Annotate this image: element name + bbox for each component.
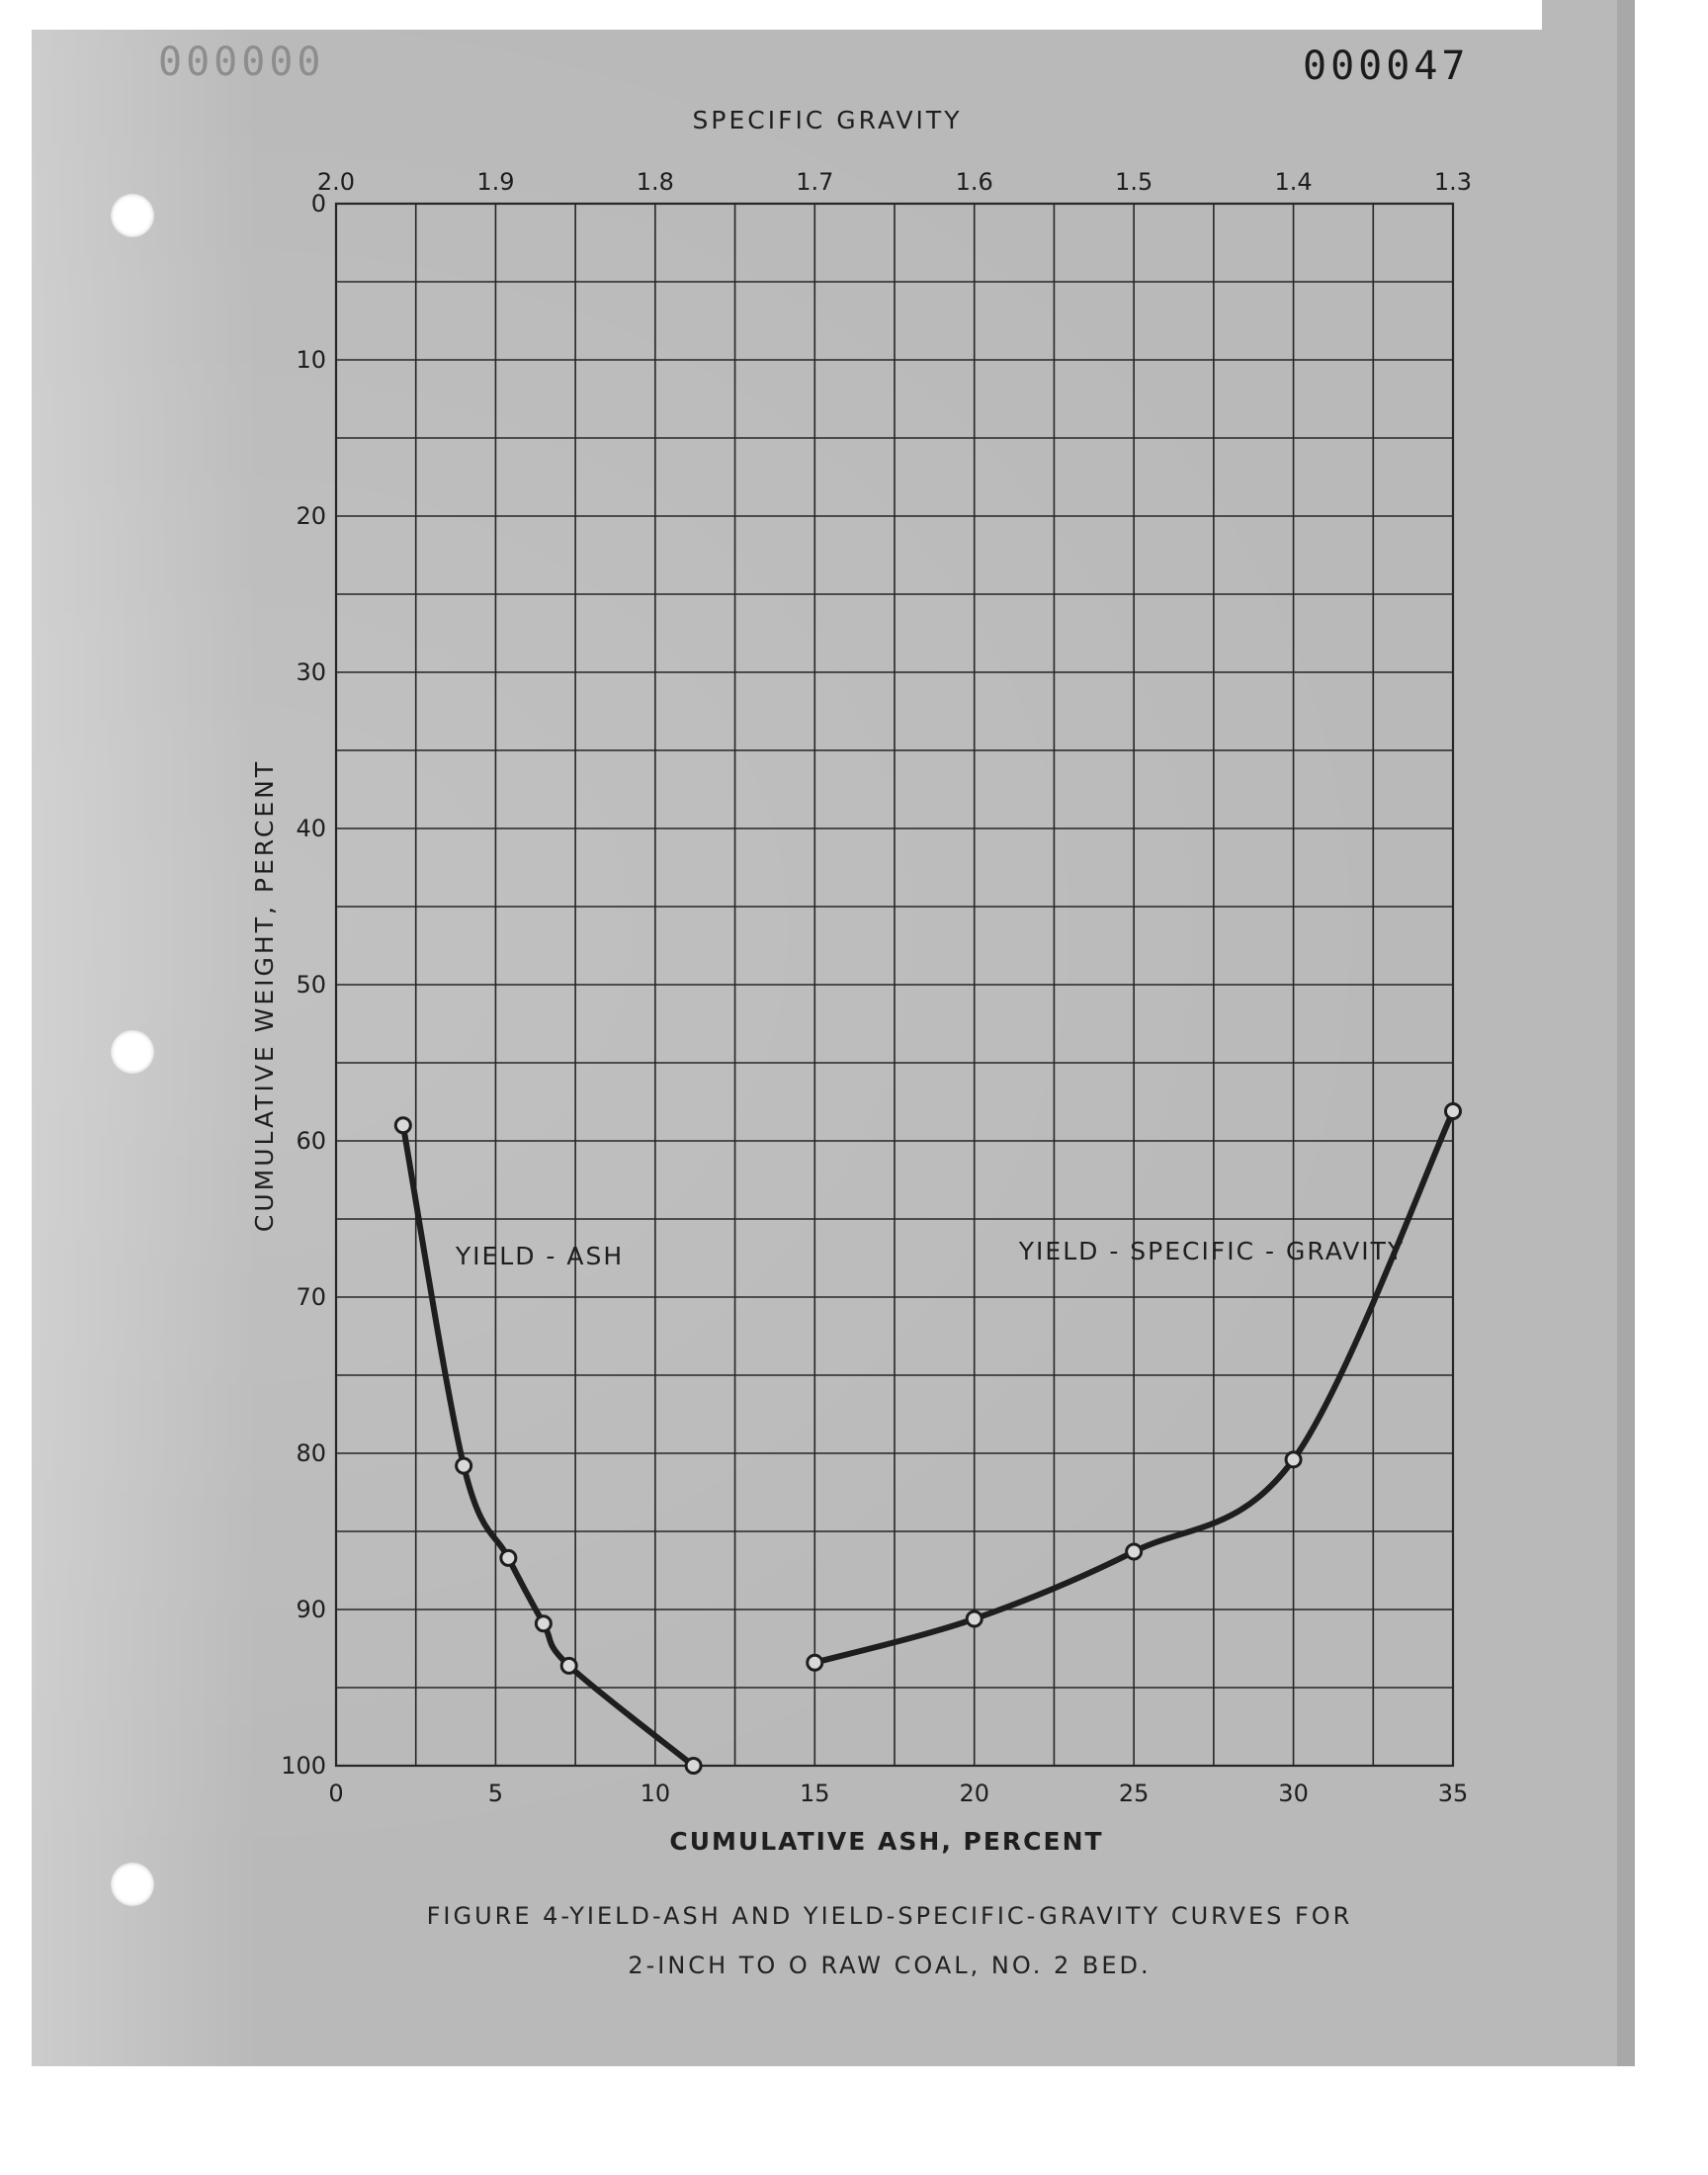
data-point-yield-specific-gravity xyxy=(806,1653,824,1672)
y-tick-label: 60 xyxy=(296,1127,326,1155)
y-tick-label: 80 xyxy=(296,1439,326,1467)
top-tick-label: 1.4 xyxy=(1274,168,1312,196)
y-tick-label: 100 xyxy=(281,1752,326,1780)
top-margin-strip xyxy=(0,0,1542,30)
series-label-yield-ash: YIELD - ASH xyxy=(455,1242,624,1270)
data-point-yield-ash xyxy=(534,1614,553,1633)
y-tick-label: 70 xyxy=(296,1283,326,1311)
y-tick-label: 30 xyxy=(296,658,326,686)
data-point-yield-specific-gravity xyxy=(1444,1101,1462,1120)
punch-hole-bottom xyxy=(111,1863,154,1906)
y-tick-label: 90 xyxy=(296,1596,326,1623)
top-tick-label: 1.3 xyxy=(1434,168,1472,196)
x-tick-label: 30 xyxy=(1278,1780,1309,1807)
x-tick-label: 35 xyxy=(1438,1780,1469,1807)
top-tick-label: 1.9 xyxy=(476,168,514,196)
x-tick-label: 0 xyxy=(328,1780,343,1807)
chart-series xyxy=(393,1101,1462,1775)
top-axis-title: SPECIFIC GRAVITY xyxy=(693,106,963,134)
x-tick-label: 10 xyxy=(640,1780,671,1807)
punch-hole-middle xyxy=(111,1030,154,1074)
chart-tick-labels: 0 5 10 15 20 25 30 35 0 10 20 30 40 50 60 70 80 90 100 2.0 1… xyxy=(281,168,1472,1807)
y-tick-label: 40 xyxy=(296,815,326,842)
punch-hole-top xyxy=(111,194,154,237)
chart-grid xyxy=(334,202,1455,1768)
figure-caption-line-2: 2-INCH TO O RAW COAL, NO. 2 BED. xyxy=(628,1952,1152,1979)
faded-page-number: 000000 xyxy=(158,40,325,85)
data-point-yield-specific-gravity xyxy=(1284,1450,1303,1469)
x-tick-label: 25 xyxy=(1119,1780,1150,1807)
top-tick-label: 1.8 xyxy=(637,168,674,196)
series-label-yield-specific-gravity: YIELD - SPECIFIC - GRAVITY xyxy=(1018,1237,1405,1265)
data-point-yield-ash xyxy=(684,1757,703,1775)
y-tick-label: 0 xyxy=(311,190,326,218)
left-axis-title: CUMULATIVE WEIGHT, PERCENT xyxy=(250,759,279,1232)
x-tick-label: 5 xyxy=(488,1780,503,1807)
sheet-right-edge xyxy=(1617,0,1635,2066)
top-tick-label: 2.0 xyxy=(317,168,355,196)
data-point-yield-ash xyxy=(499,1548,518,1567)
y-tick-label: 10 xyxy=(296,346,326,374)
data-point-yield-specific-gravity xyxy=(965,1610,983,1628)
series-line-yield-specific-gravity xyxy=(811,1107,1456,1666)
data-point-yield-ash xyxy=(455,1456,473,1475)
x-tick-label: 20 xyxy=(959,1780,989,1807)
series-line-yield-ash xyxy=(399,1122,697,1769)
figure-caption-line-1: FIGURE 4-YIELD-ASH AND YIELD-SPECIFIC-GR… xyxy=(426,1902,1353,1930)
data-point-yield-specific-gravity xyxy=(1125,1542,1144,1561)
paper-sheet xyxy=(32,0,1635,2066)
page-number: 000047 xyxy=(1303,44,1470,89)
y-tick-label: 50 xyxy=(296,971,326,999)
data-point-yield-ash xyxy=(393,1116,412,1135)
top-tick-label: 1.6 xyxy=(956,168,993,196)
top-tick-label: 1.7 xyxy=(796,168,833,196)
data-point-yield-ash xyxy=(559,1656,578,1675)
top-tick-label: 1.5 xyxy=(1115,168,1153,196)
x-tick-label: 15 xyxy=(800,1780,830,1807)
y-tick-label: 20 xyxy=(296,502,326,530)
bottom-axis-title: CUMULATIVE ASH, PERCENT xyxy=(669,1827,1103,1856)
